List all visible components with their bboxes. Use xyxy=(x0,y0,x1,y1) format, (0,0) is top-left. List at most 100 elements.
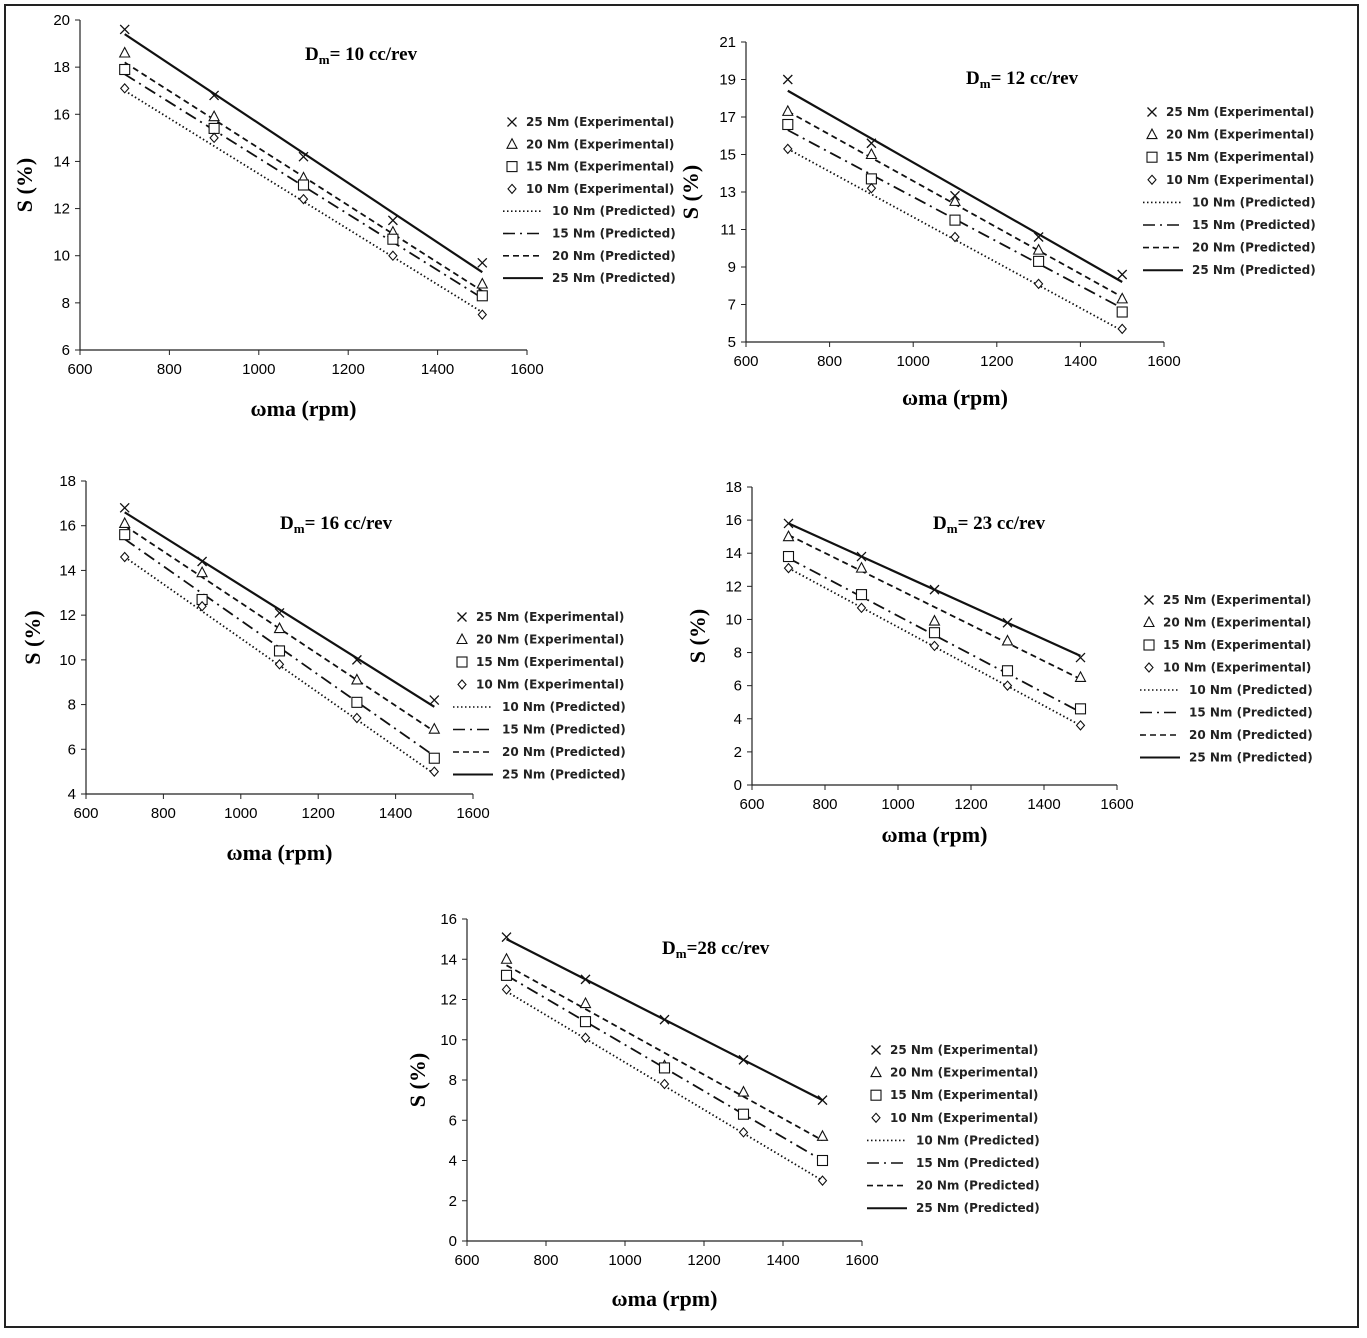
chart-title: Dm= 12 cc/rev xyxy=(966,68,1079,91)
data-point xyxy=(1001,665,1014,677)
data-point xyxy=(500,952,513,964)
legend-label: 20 Nm (Predicted) xyxy=(552,249,676,263)
y-tick-label: 6 xyxy=(68,741,76,758)
x-tick-label: 1200 xyxy=(687,1252,720,1269)
legend-label: 10 Nm (Predicted) xyxy=(916,1133,1040,1147)
predicted-line-10nm xyxy=(787,148,1123,332)
data-point xyxy=(817,1175,828,1186)
predicted-line-25nm xyxy=(787,89,1123,283)
data-point xyxy=(658,1062,671,1074)
data-point xyxy=(298,193,309,205)
y-tick-label: 19 xyxy=(719,72,736,89)
x-tick-label: 1000 xyxy=(608,1252,641,1269)
chart-2: 600 800 1000 1200 1400 1600 5 7 9 11 13 15 17 19 21 ωma… xyxy=(678,34,1316,410)
data-point xyxy=(477,257,488,268)
y-tick-label: 10 xyxy=(440,1032,457,1049)
legend-label: 25 Nm (Predicted) xyxy=(916,1201,1040,1215)
experimental-series-15nm xyxy=(782,550,1087,715)
experimental-series-10nm xyxy=(119,83,488,320)
y-tick-label: 10 xyxy=(725,611,742,628)
y-tick-label: 6 xyxy=(62,342,70,359)
experimental-series-15nm xyxy=(119,529,440,764)
y-tick-label: 14 xyxy=(53,153,70,170)
data-point xyxy=(865,173,877,185)
chart-title: Dm=28 cc/rev xyxy=(662,938,770,961)
data-point xyxy=(119,502,130,513)
experimental-series-25nm xyxy=(782,74,1128,280)
legend-label: 20 Nm (Experimental) xyxy=(526,137,674,151)
y-tick-label: 16 xyxy=(59,518,76,535)
data-point xyxy=(1033,232,1044,242)
y-tick-label: 20 xyxy=(53,12,70,29)
y-tick-label: 14 xyxy=(725,545,742,562)
x-tick-label: 800 xyxy=(817,353,842,370)
x-tick-label: 1200 xyxy=(980,353,1013,370)
legend-label: 25 Nm (Predicted) xyxy=(552,271,676,285)
y-tick-label: 18 xyxy=(59,473,76,490)
data-point xyxy=(501,984,512,995)
data-point xyxy=(1074,670,1087,682)
legend-label: 20 Nm (Experimental) xyxy=(1163,616,1311,630)
y-tick-label: 10 xyxy=(53,248,70,265)
y-tick-label: 4 xyxy=(68,786,76,803)
data-point xyxy=(659,1014,670,1025)
data-point xyxy=(949,214,961,226)
experimental-series-10nm xyxy=(501,984,828,1186)
data-point xyxy=(477,309,488,320)
y-tick-label: 18 xyxy=(725,479,742,496)
legend-marker xyxy=(506,161,518,173)
data-point xyxy=(196,565,209,578)
y-tick-label: 12 xyxy=(725,578,742,595)
legend-marker xyxy=(1144,595,1154,605)
data-point xyxy=(429,766,440,777)
predicted-line-25nm xyxy=(124,511,435,708)
legend-label: 15 Nm (Experimental) xyxy=(526,160,674,174)
data-point xyxy=(197,600,207,612)
data-point xyxy=(738,1054,749,1065)
y-tick-label: 16 xyxy=(53,106,70,123)
legend-label: 25 Nm (Experimental) xyxy=(526,115,674,129)
legend-marker xyxy=(1146,127,1158,140)
legend: 25 Nm (Experimental) 20 Nm (Experimental)… xyxy=(1143,105,1316,277)
legend-label: 25 Nm (Predicted) xyxy=(1189,751,1313,765)
chart-title: Dm= 10 cc/rev xyxy=(305,44,418,67)
y-axis-label: S (%) xyxy=(678,165,703,219)
legend-label: 10 Nm (Experimental) xyxy=(1166,173,1314,187)
legend-label: 20 Nm (Experimental) xyxy=(890,1066,1038,1080)
title-subscript: m xyxy=(676,946,687,961)
experimental-series-15nm xyxy=(782,118,1128,318)
experimental-series-20nm xyxy=(118,516,441,734)
legend-marker xyxy=(1147,174,1157,186)
title-rest: = 12 cc/rev xyxy=(991,68,1079,89)
legend-label: 25 Nm (Predicted) xyxy=(1192,263,1316,277)
predicted-line-20nm xyxy=(506,964,823,1142)
data-point xyxy=(297,179,310,191)
data-point xyxy=(928,614,941,626)
x-tick-label: 1400 xyxy=(1064,353,1097,370)
data-point xyxy=(949,194,961,206)
x-tick-label: 600 xyxy=(73,805,98,822)
y-tick-label: 4 xyxy=(734,711,742,728)
title-subscript: m xyxy=(294,521,305,536)
legend-label: 15 Nm (Experimental) xyxy=(476,655,624,669)
y-tick-label: 13 xyxy=(719,184,736,201)
legend-label: 10 Nm (Predicted) xyxy=(1192,195,1316,209)
data-point xyxy=(929,584,940,595)
x-tick-label: 600 xyxy=(454,1252,479,1269)
x-axis-label: ωma (rpm) xyxy=(251,396,357,421)
legend-marker xyxy=(1147,107,1157,117)
y-tick-label: 12 xyxy=(440,992,457,1009)
experimental-series-10nm xyxy=(783,143,1127,335)
data-point xyxy=(209,132,219,144)
data-point xyxy=(816,1154,829,1167)
data-point xyxy=(856,602,867,614)
y-tick-label: 8 xyxy=(62,295,70,312)
x-tick-label: 1200 xyxy=(954,796,987,813)
legend-label: 10 Nm (Experimental) xyxy=(476,678,624,692)
title-main: D xyxy=(280,513,294,534)
data-point xyxy=(817,1095,828,1106)
data-point xyxy=(856,551,867,562)
data-point xyxy=(273,645,286,657)
data-point xyxy=(855,589,868,601)
